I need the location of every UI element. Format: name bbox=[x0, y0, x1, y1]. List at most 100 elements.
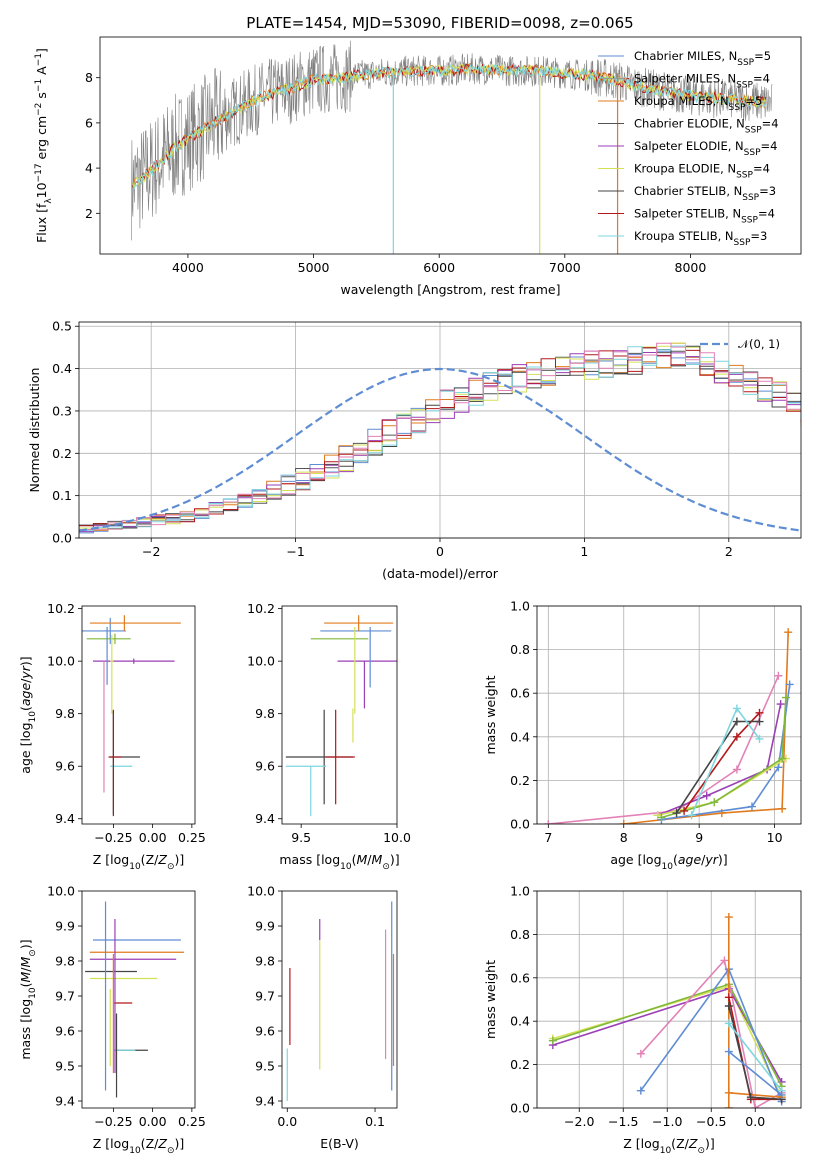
spectrum-legend: Chabrier MILES, NSSP=5 Salpeter MILES, NS… bbox=[598, 49, 779, 248]
spectrum-ylabel: Flux [fλ10−17 erg cm−2 s−1 A−1] bbox=[34, 48, 54, 243]
legend-entry: Kroupa STELIB, NSSP=3 bbox=[634, 229, 767, 248]
weight-point-marker bbox=[755, 708, 764, 717]
y-tick-label: 0.5 bbox=[52, 319, 72, 334]
y-tick-label: 0.4 bbox=[510, 1014, 530, 1029]
weight-point-marker bbox=[784, 628, 793, 637]
histogram-series bbox=[79, 342, 801, 538]
y-tick-label: 9.9 bbox=[55, 919, 75, 934]
axes-frame bbox=[78, 321, 802, 539]
weight-point-marker bbox=[781, 693, 790, 702]
age-vs-mass-plot-xlabel: mass [log10(M/M⊙)] bbox=[279, 852, 399, 872]
weight-point-marker bbox=[710, 798, 719, 807]
y-tick-label: 9.5 bbox=[55, 1059, 75, 1074]
weight-point-marker bbox=[785, 680, 794, 689]
histogram-series bbox=[79, 350, 801, 538]
weight-point-marker bbox=[672, 809, 681, 818]
y-tick-label: 10.0 bbox=[247, 654, 275, 669]
y-tick-label: 0.8 bbox=[510, 927, 530, 942]
weight-point-marker bbox=[774, 671, 783, 680]
legend-entry: Salpeter STELIB, NSSP=4 bbox=[634, 207, 775, 226]
y-tick-label: 0.4 bbox=[510, 729, 530, 744]
y-tick-label: 9.7 bbox=[55, 989, 75, 1004]
legend-entry: 𝒩(0, 1) bbox=[738, 337, 780, 351]
weight-point-marker bbox=[680, 806, 689, 815]
weight-point-marker bbox=[778, 754, 787, 763]
weight-point-marker bbox=[778, 804, 787, 813]
x-tick-label: 0.25 bbox=[178, 1114, 206, 1129]
histogram-series bbox=[79, 342, 801, 538]
weight-point-marker bbox=[732, 765, 741, 774]
weight-series-line bbox=[640, 958, 782, 1108]
legend-entry: Chabrier STELIB, NSSP=3 bbox=[634, 184, 776, 203]
y-tick-label: 0.2 bbox=[510, 773, 530, 788]
residual-histograms bbox=[79, 342, 801, 538]
age-vs-Z-plot-ylabel: age [log10(age/yr)] bbox=[18, 656, 38, 773]
x-tick-label: 0.00 bbox=[139, 830, 167, 845]
y-tick-label: 9.8 bbox=[255, 954, 275, 969]
y-tick-label: 0.6 bbox=[510, 686, 530, 701]
y-tick-label: 0.1 bbox=[52, 488, 72, 503]
weight-series-line bbox=[690, 706, 761, 816]
weight-vs-age-plot-ylabel: mass weight bbox=[483, 675, 498, 754]
y-tick-label: 10.2 bbox=[47, 601, 75, 616]
y-tick-label: 10.0 bbox=[247, 884, 275, 899]
y-tick-label: 0.0 bbox=[510, 817, 530, 832]
axes-frame bbox=[536, 605, 802, 825]
x-tick-label: 6000 bbox=[423, 260, 455, 275]
x-tick-label: −2.0 bbox=[564, 1114, 594, 1129]
gaussian-curve bbox=[79, 367, 801, 532]
weight-point-marker bbox=[548, 1036, 557, 1045]
errorbars bbox=[85, 901, 185, 1098]
age-vs-Z-plot-xlabel: Z [log10(Z/Z⊙)] bbox=[93, 852, 185, 872]
weight-point-marker bbox=[724, 1088, 733, 1097]
weight-vs-Z-plot-ylabel: mass weight bbox=[483, 960, 498, 1039]
mass-vs-Z-plot-xlabel: Z [log10(Z/Z⊙)] bbox=[93, 1136, 185, 1156]
x-tick-label: 7000 bbox=[549, 260, 581, 275]
x-tick-label: −1.5 bbox=[608, 1114, 638, 1129]
weight-point-marker bbox=[747, 802, 756, 811]
y-tick-label: 0.0 bbox=[52, 531, 72, 546]
y-tick-label: 9.9 bbox=[255, 919, 275, 934]
x-tick-label: −1.0 bbox=[652, 1114, 682, 1129]
x-tick-label: 2 bbox=[725, 544, 733, 559]
y-tick-label: 0.8 bbox=[510, 642, 530, 657]
y-tick-label: 10.0 bbox=[47, 654, 75, 669]
x-tick-label: 0.1 bbox=[365, 1114, 385, 1129]
x-tick-label: 0 bbox=[436, 544, 444, 559]
x-tick-label: 1 bbox=[580, 544, 588, 559]
spectrum-xlabel: wavelength [Angstrom, rest frame] bbox=[340, 282, 560, 297]
x-tick-label: 10 bbox=[767, 830, 783, 845]
y-tick-label: 10.0 bbox=[47, 884, 75, 899]
x-tick-label: 8000 bbox=[675, 260, 707, 275]
y-tick-label: 8 bbox=[85, 70, 93, 85]
legend-entry: Kroupa MILES, NSSP=5 bbox=[634, 94, 762, 113]
age-vs-mass-plot: 9.5 10.0 9.4 9.6 9.8 10.0 10.2 mass [log10(M/M⊙… bbox=[247, 601, 411, 872]
weight-point-marker bbox=[755, 734, 764, 743]
plots-layer: 4000 5000 6000 7000 8000 2 4 6 8 wavelength [Angs… bbox=[18, 36, 802, 1156]
mass-vs-Z-plot-ylabel: mass [log10(M/M⊙)] bbox=[18, 939, 38, 1059]
x-tick-label: 9 bbox=[695, 830, 703, 845]
legend-entry: Salpeter ELODIE, NSSP=4 bbox=[634, 139, 777, 158]
weight-point-marker bbox=[724, 1104, 733, 1108]
y-tick-label: 9.6 bbox=[55, 759, 75, 774]
weight-point-marker bbox=[702, 791, 711, 800]
y-tick-label: 10.2 bbox=[247, 601, 275, 616]
weight-point-marker bbox=[755, 717, 764, 726]
y-tick-label: 0.3 bbox=[52, 403, 72, 418]
weight-point-marker bbox=[732, 717, 741, 726]
weight-point-marker bbox=[724, 913, 733, 922]
weight-point-marker bbox=[751, 1104, 760, 1108]
y-tick-label: 9.8 bbox=[55, 706, 75, 721]
weight-point-marker bbox=[777, 1090, 786, 1099]
residuals-plot: −2 −1 0 1 2 0.0 0.1 0.2 0.3 0.4 0.5 (data-model)/er… bbox=[27, 319, 802, 581]
x-tick-label: −1 bbox=[286, 544, 304, 559]
weight-point-marker bbox=[724, 1002, 733, 1011]
weight-point-marker bbox=[636, 1049, 645, 1058]
weight-point-marker bbox=[746, 1093, 755, 1102]
weight-vs-Z-plot-xlabel: Z [log10(Z/Z⊙)] bbox=[623, 1136, 715, 1156]
y-tick-label: 9.8 bbox=[55, 954, 75, 969]
weight-point-marker bbox=[776, 700, 785, 709]
axes-frame bbox=[281, 605, 398, 825]
histogram-series bbox=[79, 345, 801, 538]
